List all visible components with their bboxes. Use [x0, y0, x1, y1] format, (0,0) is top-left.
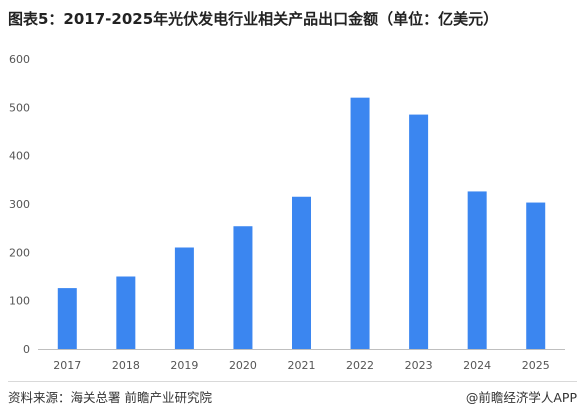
bar-2020 — [233, 226, 253, 349]
x-tick-label: 2022 — [346, 359, 374, 372]
bar-2018 — [116, 276, 136, 349]
bars — [57, 97, 546, 350]
bar-2025 — [526, 202, 546, 349]
y-tick-label: 500 — [9, 101, 30, 114]
x-tick-label: 2021 — [288, 359, 316, 372]
bar-2017 — [57, 288, 77, 349]
x-tick-label: 2017 — [53, 359, 81, 372]
chart-title: 图表5：2017-2025年光伏发电行业相关产品出口金额（单位：亿美元） — [8, 10, 499, 28]
bar-2024 — [467, 191, 487, 349]
brand-credit: @前瞻经济学人APP — [465, 390, 577, 405]
footer-divider — [8, 381, 577, 382]
x-tick-label: 2019 — [170, 359, 198, 372]
x-tick-label: 2023 — [405, 359, 433, 372]
bar-2021 — [292, 196, 311, 349]
footer: 资料来源：海关总署 前瞻产业研究院 @前瞻经济学人APP — [0, 381, 585, 411]
y-tick-label: 200 — [9, 246, 30, 259]
x-tick-label: 2025 — [522, 359, 550, 372]
bar-2023 — [409, 114, 429, 349]
source-note: 资料来源：海关总署 前瞻产业研究院 — [8, 390, 212, 405]
y-tick-label: 100 — [9, 295, 30, 308]
bar-2019 — [174, 247, 194, 349]
y-tick-label: 400 — [9, 150, 30, 163]
y-tick-label: 0 — [23, 343, 30, 356]
x-axis-ticks: 2017 2018 2019 2020 2021 2022 2023 2024 2025 — [53, 359, 549, 372]
x-tick-label: 2020 — [229, 359, 257, 372]
x-tick-label: 2018 — [112, 359, 140, 372]
y-tick-label: 300 — [9, 198, 30, 211]
bar-2022 — [350, 97, 370, 350]
y-tick-label: 600 — [9, 53, 30, 66]
x-tick-label: 2024 — [463, 359, 491, 372]
y-axis-ticks: 0 100 200 300 400 500 600 — [9, 53, 30, 356]
